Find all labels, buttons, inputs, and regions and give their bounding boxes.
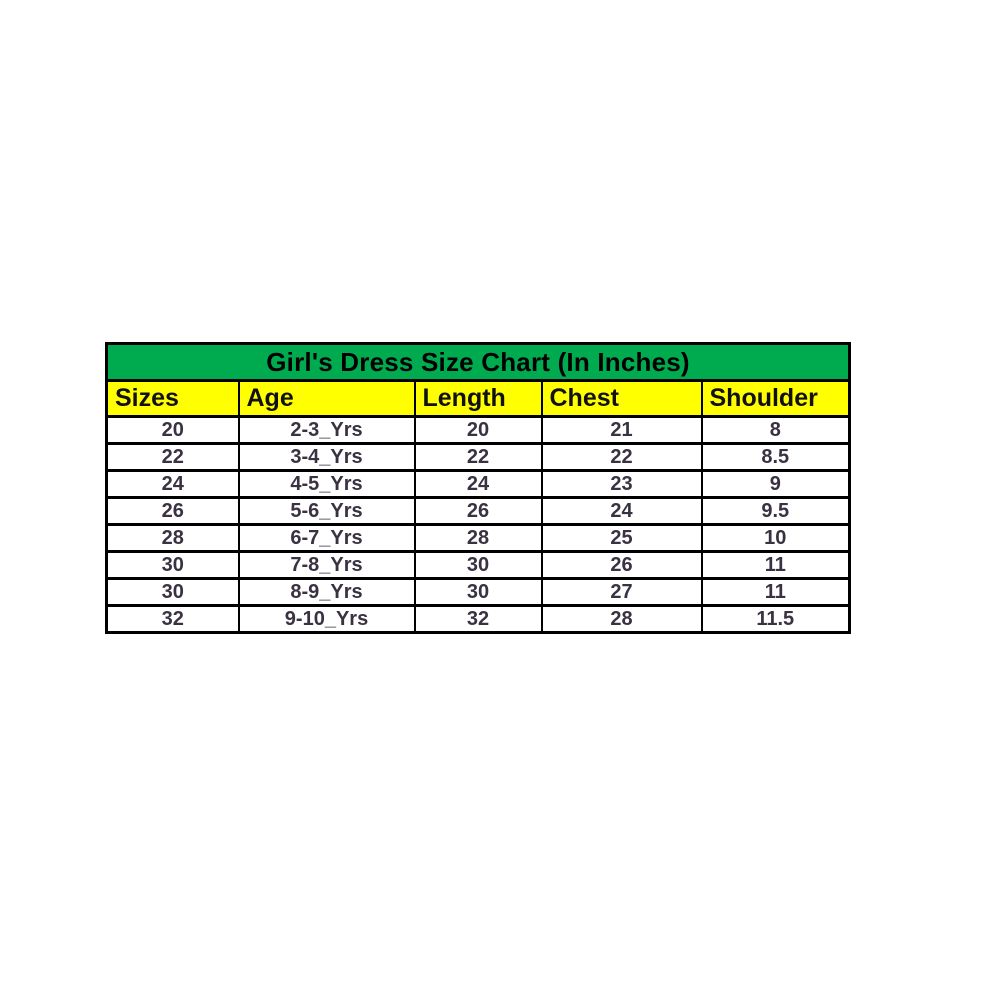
col-header-length: Length xyxy=(413,379,543,418)
cell-age: 2-3_Yrs xyxy=(237,415,416,445)
cell-shoulder: 11 xyxy=(700,577,851,607)
col-header-age: Age xyxy=(237,379,416,418)
cell-shoulder: 8 xyxy=(700,415,851,445)
cell-size: 24 xyxy=(105,469,240,499)
chart-title: Girl's Dress Size Chart (In Inches) xyxy=(105,342,851,382)
col-header-chest: Chest xyxy=(540,379,703,418)
table-row: 22 3-4_Yrs 22 22 8.5 xyxy=(105,442,851,472)
cell-age: 9-10_Yrs xyxy=(237,604,416,634)
cell-length: 24 xyxy=(413,469,543,499)
cell-age: 7-8_Yrs xyxy=(237,550,416,580)
cell-chest: 21 xyxy=(540,415,703,445)
size-chart-table: Girl's Dress Size Chart (In Inches) Size… xyxy=(105,342,852,634)
table-row: 30 7-8_Yrs 30 26 11 xyxy=(105,550,851,580)
cell-shoulder: 11.5 xyxy=(700,604,851,634)
title-row: Girl's Dress Size Chart (In Inches) xyxy=(105,342,851,382)
table-row: 24 4-5_Yrs 24 23 9 xyxy=(105,469,851,499)
header-row: Sizes Age Length Chest Shoulder xyxy=(105,379,851,418)
cell-size: 26 xyxy=(105,496,240,526)
cell-size: 28 xyxy=(105,523,240,553)
cell-age: 3-4_Yrs xyxy=(237,442,416,472)
table-row: 30 8-9_Yrs 30 27 11 xyxy=(105,577,851,607)
cell-age: 8-9_Yrs xyxy=(237,577,416,607)
cell-chest: 22 xyxy=(540,442,703,472)
cell-shoulder: 10 xyxy=(700,523,851,553)
cell-length: 26 xyxy=(413,496,543,526)
cell-size: 22 xyxy=(105,442,240,472)
cell-age: 6-7_Yrs xyxy=(237,523,416,553)
cell-chest: 27 xyxy=(540,577,703,607)
cell-chest: 26 xyxy=(540,550,703,580)
table-row: 28 6-7_Yrs 28 25 10 xyxy=(105,523,851,553)
cell-size: 30 xyxy=(105,550,240,580)
cell-length: 22 xyxy=(413,442,543,472)
cell-size: 32 xyxy=(105,604,240,634)
cell-length: 30 xyxy=(413,577,543,607)
cell-shoulder: 9 xyxy=(700,469,851,499)
table-row: 20 2-3_Yrs 20 21 8 xyxy=(105,415,851,445)
cell-length: 32 xyxy=(413,604,543,634)
cell-age: 4-5_Yrs xyxy=(237,469,416,499)
cell-age: 5-6_Yrs xyxy=(237,496,416,526)
table-row: 32 9-10_Yrs 32 28 11.5 xyxy=(105,604,851,634)
cell-shoulder: 9.5 xyxy=(700,496,851,526)
cell-shoulder: 11 xyxy=(700,550,851,580)
cell-length: 30 xyxy=(413,550,543,580)
cell-chest: 23 xyxy=(540,469,703,499)
cell-length: 20 xyxy=(413,415,543,445)
cell-shoulder: 8.5 xyxy=(700,442,851,472)
cell-size: 20 xyxy=(105,415,240,445)
cell-length: 28 xyxy=(413,523,543,553)
cell-size: 30 xyxy=(105,577,240,607)
cell-chest: 24 xyxy=(540,496,703,526)
cell-chest: 28 xyxy=(540,604,703,634)
cell-chest: 25 xyxy=(540,523,703,553)
col-header-sizes: Sizes xyxy=(105,379,240,418)
col-header-shoulder: Shoulder xyxy=(700,379,851,418)
table-row: 26 5-6_Yrs 26 24 9.5 xyxy=(105,496,851,526)
